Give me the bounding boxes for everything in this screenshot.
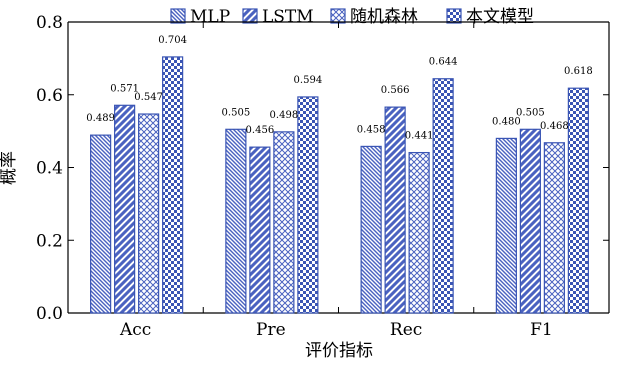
bar bbox=[90, 134, 112, 314]
data-label: 0.441 bbox=[405, 131, 434, 142]
y-axis-title: 概率 bbox=[0, 151, 19, 185]
data-label: 0.547 bbox=[134, 92, 163, 103]
legend-label: MLP bbox=[190, 7, 230, 27]
x-tick-label: Acc bbox=[119, 320, 151, 340]
legend: MLP LSTM 随机森林 本文模型 bbox=[170, 7, 534, 27]
data-label: 0.489 bbox=[86, 113, 115, 124]
y-tick-label: 0.8 bbox=[36, 13, 63, 33]
legend-label: 本文模型 bbox=[466, 7, 534, 27]
legend-label: 随机森林 bbox=[350, 7, 418, 27]
bars-group bbox=[90, 56, 589, 314]
data-label: 0.566 bbox=[381, 85, 410, 96]
bar bbox=[543, 142, 565, 314]
x-tick-label: Pre bbox=[256, 320, 286, 340]
bar bbox=[114, 104, 136, 314]
bar bbox=[162, 56, 184, 314]
data-label: 0.498 bbox=[270, 110, 299, 121]
bar bbox=[432, 78, 454, 314]
y-tick-label: 0.4 bbox=[36, 159, 63, 179]
bar bbox=[567, 87, 589, 314]
bar bbox=[408, 151, 430, 314]
legend-swatch bbox=[446, 8, 462, 24]
y-tick-label: 0.0 bbox=[36, 304, 63, 324]
y-tick-label: 0.2 bbox=[36, 231, 63, 251]
data-label: 0.644 bbox=[429, 57, 458, 68]
legend-swatch bbox=[170, 8, 186, 24]
data-label: 0.594 bbox=[294, 75, 323, 86]
legend-swatch bbox=[242, 8, 258, 24]
x-tick-label: F1 bbox=[530, 320, 553, 340]
bar bbox=[138, 113, 160, 314]
bar bbox=[519, 128, 541, 314]
data-label: 0.618 bbox=[564, 66, 593, 77]
data-label: 0.505 bbox=[516, 107, 545, 118]
x-tick-label: Rec bbox=[390, 320, 422, 340]
legend-label: LSTM bbox=[262, 7, 314, 27]
bar bbox=[495, 137, 517, 314]
x-axis-title: 评价指标 bbox=[305, 341, 373, 361]
data-label: 0.704 bbox=[158, 35, 187, 46]
bar bbox=[360, 145, 382, 314]
bar bbox=[297, 96, 319, 314]
data-label: 0.571 bbox=[110, 83, 139, 94]
data-label: 0.480 bbox=[492, 116, 521, 127]
y-tick-label: 0.6 bbox=[36, 86, 63, 106]
legend-swatch bbox=[330, 8, 346, 24]
bar bbox=[249, 146, 271, 314]
data-label: 0.456 bbox=[246, 125, 275, 136]
axes: 0.0 0.2 0.4 0.6 0.8 Acc Pre Rec F1 bbox=[36, 13, 610, 340]
bar bbox=[225, 128, 247, 314]
data-label: 0.458 bbox=[357, 124, 386, 135]
bar bbox=[273, 131, 295, 314]
bar bbox=[384, 106, 406, 314]
data-label: 0.468 bbox=[540, 121, 569, 132]
data-label: 0.505 bbox=[222, 107, 251, 118]
